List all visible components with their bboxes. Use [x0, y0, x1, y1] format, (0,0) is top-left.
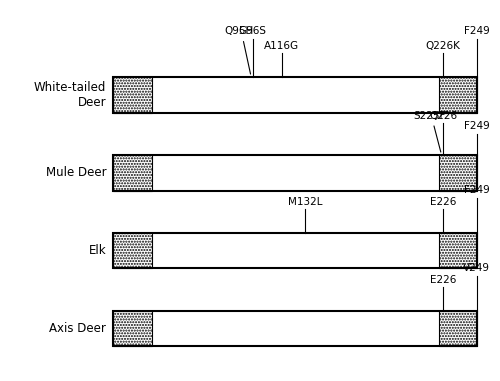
- Bar: [114, 233, 152, 269]
- Text: White-tailed
Deer: White-tailed Deer: [34, 81, 106, 109]
- Text: E226: E226: [430, 275, 456, 285]
- Bar: [114, 233, 476, 269]
- Text: G96S: G96S: [238, 26, 266, 36]
- Bar: [114, 311, 476, 346]
- Text: F249: F249: [464, 26, 489, 36]
- Text: Elk: Elk: [88, 244, 106, 257]
- Text: Axis Deer: Axis Deer: [50, 322, 106, 335]
- Bar: [114, 155, 152, 190]
- Text: S225F: S225F: [413, 110, 446, 121]
- Text: V249: V249: [463, 263, 490, 273]
- Bar: [152, 77, 439, 112]
- Bar: [438, 155, 476, 190]
- Text: Q226: Q226: [429, 110, 457, 121]
- Bar: [114, 77, 152, 112]
- Bar: [114, 311, 152, 346]
- Bar: [114, 77, 476, 112]
- Text: Q95H: Q95H: [224, 26, 254, 36]
- Bar: [152, 155, 439, 190]
- Bar: [438, 233, 476, 269]
- Text: E226: E226: [430, 197, 456, 207]
- Bar: [438, 77, 476, 112]
- Bar: [152, 311, 439, 346]
- Text: M132L: M132L: [288, 197, 322, 207]
- Bar: [114, 155, 476, 190]
- Text: Q226K: Q226K: [426, 41, 460, 51]
- Text: F249: F249: [464, 122, 489, 131]
- Bar: [152, 233, 439, 269]
- Text: A116G: A116G: [264, 41, 300, 51]
- Text: F249: F249: [464, 186, 489, 195]
- Text: Mule Deer: Mule Deer: [46, 166, 106, 179]
- Bar: [438, 311, 476, 346]
